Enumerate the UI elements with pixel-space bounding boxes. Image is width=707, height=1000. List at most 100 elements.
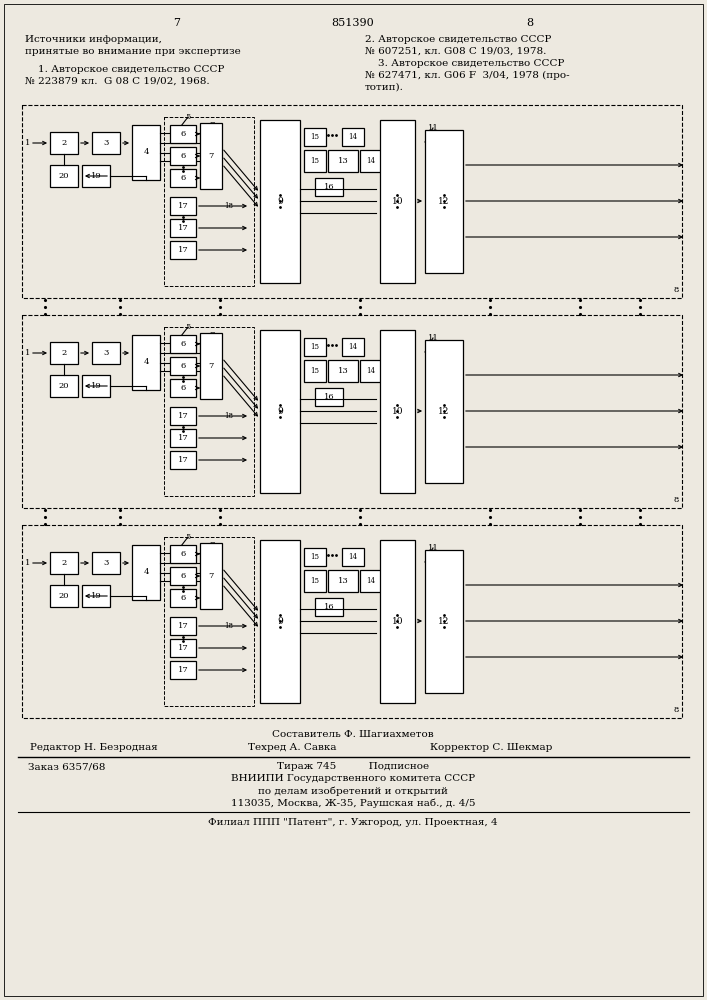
Text: 12: 12 (438, 617, 450, 626)
Text: 6: 6 (180, 384, 186, 392)
Bar (260, 540, 300, 703)
Bar (170, 545, 196, 563)
Text: 14: 14 (366, 367, 375, 375)
Bar (342, 548, 364, 566)
Text: 20: 20 (59, 172, 69, 180)
Text: 17: 17 (177, 456, 188, 464)
Bar (360, 360, 382, 382)
Bar (170, 241, 196, 259)
Bar (328, 150, 358, 172)
Text: 4: 4 (144, 568, 148, 576)
Bar (328, 570, 358, 592)
Text: 17: 17 (177, 666, 188, 674)
Text: 14: 14 (366, 577, 375, 585)
Bar (22, 315, 682, 508)
Text: 17: 17 (177, 622, 188, 630)
Text: 7: 7 (209, 152, 214, 160)
Text: 7: 7 (173, 18, 180, 28)
Text: 18: 18 (224, 202, 233, 210)
Text: 15: 15 (310, 577, 320, 585)
Bar (342, 128, 364, 146)
Bar (380, 330, 415, 493)
Bar (170, 639, 196, 657)
Bar (170, 589, 196, 607)
Bar (170, 357, 196, 375)
Text: Тираж 745          Подписное: Тираж 745 Подписное (277, 762, 429, 771)
Text: 11: 11 (428, 334, 438, 342)
Bar (170, 169, 196, 187)
Text: 8: 8 (673, 496, 679, 504)
Bar (132, 125, 160, 180)
Text: 7: 7 (209, 541, 215, 549)
Bar (170, 147, 196, 165)
Text: 12: 12 (438, 197, 450, 206)
Bar (170, 335, 196, 353)
Bar (304, 338, 326, 356)
Bar (50, 342, 78, 364)
Text: 15: 15 (310, 157, 320, 165)
Text: 20: 20 (59, 382, 69, 390)
Text: 1: 1 (25, 139, 30, 147)
Text: 6: 6 (180, 174, 186, 182)
Bar (50, 375, 78, 397)
Text: 2. Авторское свидетельство СССР: 2. Авторское свидетельство СССР (365, 35, 551, 44)
Text: 17: 17 (177, 412, 188, 420)
Bar (50, 585, 78, 607)
Bar (342, 338, 364, 356)
Text: 9: 9 (277, 617, 283, 626)
Text: 13: 13 (338, 367, 349, 375)
Text: 8: 8 (527, 18, 534, 28)
Bar (315, 178, 343, 196)
Text: 15: 15 (310, 343, 320, 351)
Text: 2: 2 (62, 559, 66, 567)
Text: 10: 10 (392, 197, 403, 206)
Text: 3. Авторское свидетельство СССР: 3. Авторское свидетельство СССР (365, 59, 564, 68)
Bar (425, 550, 463, 693)
Text: 3: 3 (103, 139, 109, 147)
Text: 20: 20 (59, 592, 69, 600)
Text: 19: 19 (90, 172, 101, 180)
Text: по делам изобретений и открытий: по делам изобретений и открытий (258, 786, 448, 796)
Text: Корректор С. Шекмар: Корректор С. Шекмар (430, 743, 552, 752)
Text: № 627471, кл. G06 F  3/04, 1978 (про-: № 627471, кл. G06 F 3/04, 1978 (про- (365, 71, 570, 80)
Text: 19: 19 (90, 382, 101, 390)
Text: 14: 14 (349, 553, 358, 561)
Text: 10: 10 (392, 617, 403, 626)
Text: Филиал ППП "Патент", г. Ужгород, ул. Проектная, 4: Филиал ППП "Патент", г. Ужгород, ул. Про… (208, 818, 498, 827)
Text: ВНИИПИ Государственного комитета СССР: ВНИИПИ Государственного комитета СССР (231, 774, 475, 783)
Bar (170, 617, 196, 635)
Text: Составитель Ф. Шагиахметов: Составитель Ф. Шагиахметов (272, 730, 434, 739)
Text: 18: 18 (224, 622, 233, 630)
Text: тотип).: тотип). (365, 83, 404, 92)
Text: 5: 5 (185, 533, 191, 541)
Bar (425, 340, 463, 483)
Text: 6: 6 (180, 572, 186, 580)
Text: 7: 7 (209, 331, 215, 339)
Text: 2: 2 (62, 139, 66, 147)
Bar (170, 567, 196, 585)
Text: Источники информации,: Источники информации, (25, 35, 162, 44)
Bar (92, 342, 120, 364)
Text: 113035, Москва, Ж-35, Раушская наб., д. 4/5: 113035, Москва, Ж-35, Раушская наб., д. … (230, 798, 475, 808)
Text: 13: 13 (338, 577, 349, 585)
Text: 7: 7 (209, 121, 215, 129)
Bar (304, 570, 326, 592)
Bar (164, 117, 254, 286)
Text: 14: 14 (366, 157, 375, 165)
Bar (170, 197, 196, 215)
Bar (260, 330, 300, 493)
Text: 17: 17 (177, 434, 188, 442)
Text: 6: 6 (180, 550, 186, 558)
Bar (50, 132, 78, 154)
Bar (132, 335, 160, 390)
Text: 6: 6 (180, 362, 186, 370)
Bar (425, 130, 463, 273)
Text: 851390: 851390 (332, 18, 375, 28)
Bar (315, 598, 343, 616)
Bar (132, 545, 160, 600)
Text: 6: 6 (180, 130, 186, 138)
Bar (200, 543, 222, 609)
Text: 6: 6 (180, 594, 186, 602)
Text: 13: 13 (338, 157, 349, 165)
Text: 10: 10 (392, 407, 403, 416)
